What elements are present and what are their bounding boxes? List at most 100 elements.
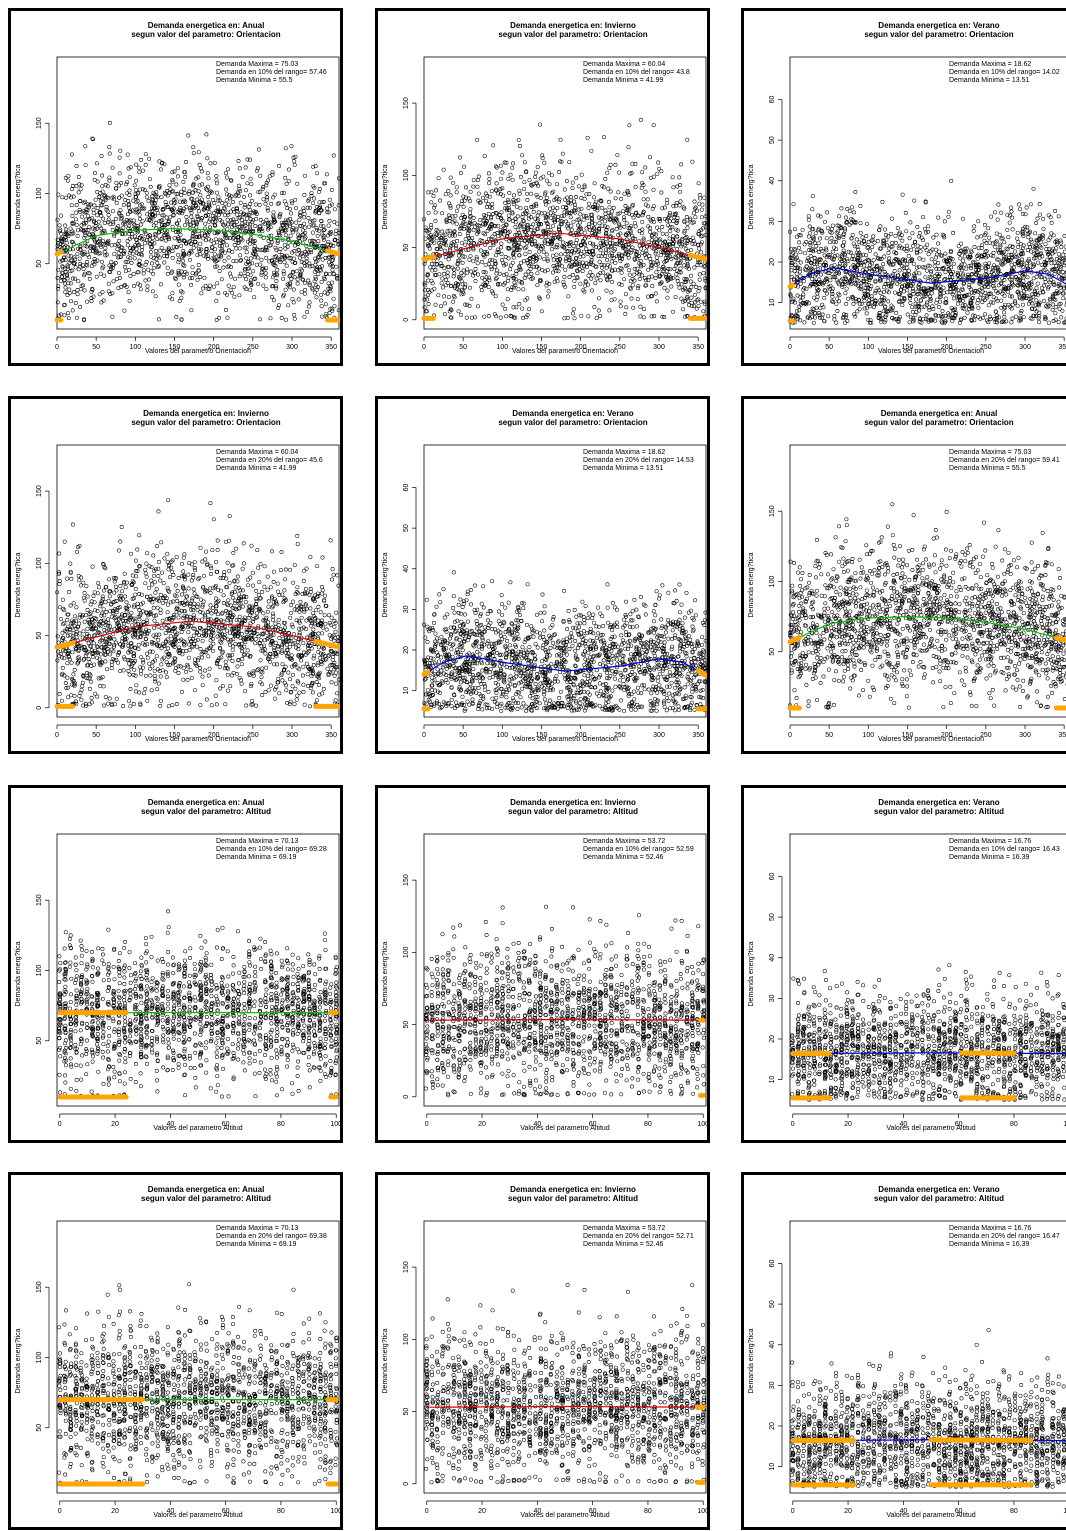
data-point (218, 249, 223, 254)
data-point (319, 208, 324, 213)
data-point (526, 269, 531, 274)
data-point (487, 177, 492, 181)
data-point (62, 302, 67, 307)
data-point (92, 177, 97, 182)
data-point (870, 268, 875, 273)
data-point (684, 279, 688, 284)
data-point (310, 285, 315, 290)
data-point (999, 261, 1004, 266)
data-point (671, 309, 675, 314)
data-point (252, 277, 257, 281)
data-point (446, 213, 451, 218)
data-point (126, 205, 131, 210)
data-point (599, 216, 604, 221)
data-point (136, 165, 141, 170)
data-point (629, 296, 634, 301)
data-point (163, 223, 168, 228)
data-point (124, 285, 129, 290)
data-point (292, 162, 297, 167)
data-point (277, 213, 282, 218)
data-point (297, 248, 301, 253)
data-point (161, 213, 166, 218)
data-point (147, 218, 152, 223)
data-point (1017, 202, 1021, 207)
data-point (931, 235, 936, 240)
data-point (143, 188, 147, 193)
data-point (214, 190, 219, 195)
data-point (880, 199, 885, 204)
data-point (78, 243, 83, 248)
data-point (1060, 259, 1065, 264)
data-point (99, 154, 104, 158)
data-point (526, 213, 531, 218)
data-point (841, 243, 846, 248)
data-point (199, 166, 203, 171)
data-point (1053, 317, 1058, 322)
data-point (336, 230, 340, 235)
data-point (221, 222, 226, 227)
data-point (143, 162, 148, 167)
data-point (526, 238, 531, 243)
data-point (439, 304, 443, 309)
data-point (563, 284, 568, 289)
data-point (151, 256, 156, 261)
data-point (317, 200, 322, 205)
data-point (132, 183, 137, 188)
data-point (900, 303, 905, 308)
x-tick-label: 100 (129, 344, 141, 351)
data-point (101, 264, 106, 269)
data-point (970, 304, 974, 309)
data-point (1059, 315, 1064, 320)
data-point (206, 237, 211, 242)
data-point (841, 248, 846, 253)
data-point (509, 287, 514, 292)
data-point (989, 214, 994, 219)
data-point (689, 284, 694, 289)
data-point (234, 220, 239, 224)
data-point (181, 200, 186, 205)
data-point (686, 288, 691, 293)
data-point (1032, 251, 1037, 256)
data-point (1034, 298, 1039, 303)
data-point (921, 215, 925, 220)
data-point (289, 144, 294, 149)
data-point (191, 151, 196, 156)
data-point (317, 205, 322, 210)
data-point (235, 209, 240, 213)
data-point (175, 174, 180, 179)
data-point (168, 215, 172, 220)
data-point (552, 208, 557, 213)
data-point (845, 207, 850, 211)
data-point (123, 259, 128, 264)
data-point (72, 261, 77, 266)
data-point (506, 176, 511, 181)
data-point (125, 260, 130, 265)
data-point (98, 191, 103, 195)
data-point (235, 235, 240, 240)
data-point (137, 212, 142, 217)
data-point (119, 254, 123, 259)
data-point (454, 185, 459, 190)
data-point (329, 188, 334, 192)
data-point (545, 268, 550, 273)
data-point (143, 152, 148, 157)
data-point (90, 286, 95, 291)
data-point (232, 209, 237, 214)
data-point (1018, 207, 1023, 212)
data-point (1027, 245, 1032, 249)
data-point (327, 272, 332, 277)
data-point (450, 231, 455, 236)
data-point (999, 298, 1004, 303)
plot-frame (56, 56, 340, 330)
data-point (209, 249, 214, 254)
data-point (1054, 238, 1059, 243)
data-point (1008, 277, 1013, 282)
data-point (592, 195, 596, 200)
data-point (610, 279, 614, 284)
data-point (610, 268, 615, 273)
data-point (104, 204, 109, 209)
data-point (432, 286, 437, 291)
data-point (524, 170, 529, 175)
data-point (211, 220, 215, 224)
data-point (107, 120, 112, 125)
